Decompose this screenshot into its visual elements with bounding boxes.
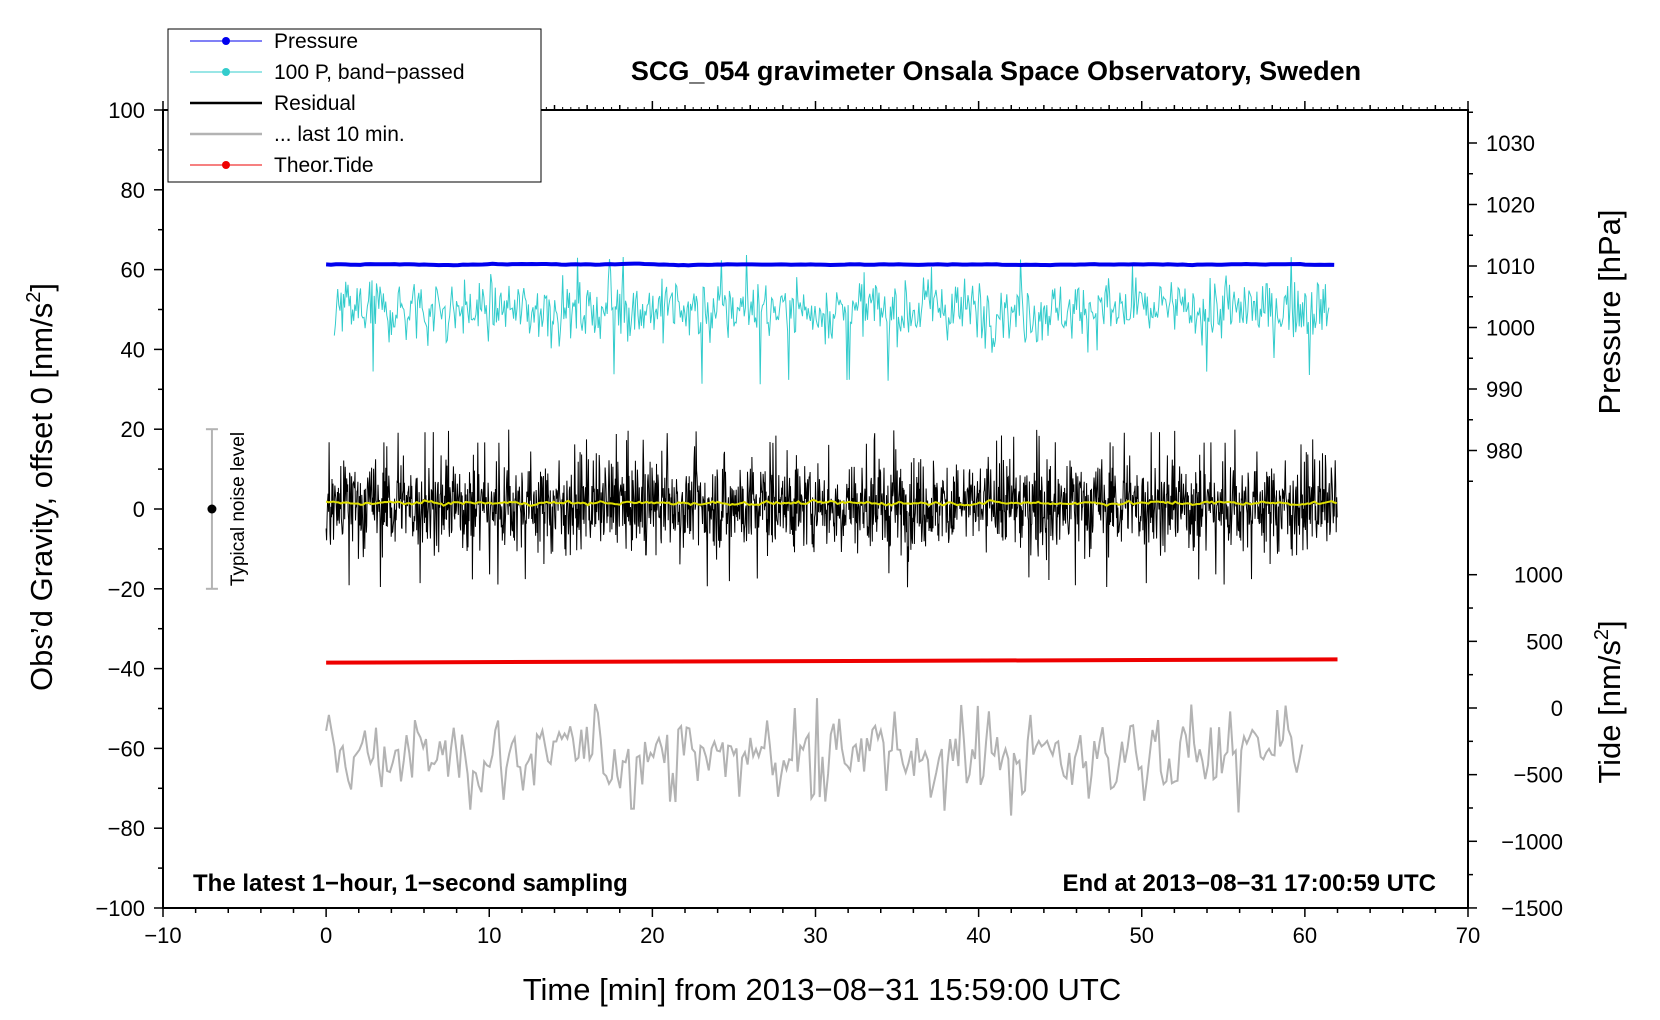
x-axis-title: Time [min] from 2013−08−31 15:59:00 UTC xyxy=(523,972,1122,1007)
tide-tick-label: 0 xyxy=(1551,696,1563,721)
ticks-layer: −10 0 10 20 30 40 50 60 70−100−80−60−40−20020406… xyxy=(95,98,1563,948)
pressure-tick-label: 1020 xyxy=(1486,193,1535,218)
y-tick-label-left: 40 xyxy=(121,337,145,362)
y-tick-label-left: 100 xyxy=(108,98,145,123)
y-axis-title-pressure: Pressure [hPa] xyxy=(1592,209,1627,414)
sampling-note: The latest 1−hour, 1−second sampling xyxy=(193,870,628,897)
legend-label: Residual xyxy=(274,92,356,115)
chart-title: SCG_054 gravimeter Onsala Space Observat… xyxy=(631,56,1361,86)
y-tick-label-left: −20 xyxy=(108,577,145,602)
legend-label: Pressure xyxy=(274,30,358,53)
y-tick-label-left: −80 xyxy=(108,816,145,841)
y-tick-label-left: −60 xyxy=(108,736,145,761)
legend: Pressure 100 P, band−passed Residual ... la… xyxy=(167,28,542,183)
y-tick-label-left: −100 xyxy=(95,896,145,921)
legend-box xyxy=(167,28,542,183)
x-tick-label: 0 xyxy=(320,923,332,948)
tide-tick-label: −1000 xyxy=(1501,829,1563,854)
series-pressure xyxy=(325,261,1335,268)
series-theor-tide xyxy=(326,657,1338,665)
noise-level-indicator: Typical noise level xyxy=(205,428,249,590)
series-layer xyxy=(325,254,1338,816)
y-axis-title-left-sup: 2 xyxy=(23,292,45,303)
pressure-tick-label: 1030 xyxy=(1486,131,1535,156)
noise-level-label: Typical noise level xyxy=(228,432,249,586)
series-residual xyxy=(325,429,1338,588)
noise-center-dot xyxy=(207,504,217,514)
pressure-tick-label: 1000 xyxy=(1486,316,1535,341)
legend-label: ... last 10 min. xyxy=(274,123,405,146)
series-smoothed-residual xyxy=(325,498,1337,507)
y-tick-label-left: 80 xyxy=(121,178,145,203)
x-tick-label: −10 xyxy=(144,923,181,948)
y-axis-title-tide-end: ] xyxy=(1592,620,1627,629)
tide-tick-label: 1000 xyxy=(1514,563,1563,588)
y-axis-title-left: Obs’d Gravity, offset 0 [nm/s2] xyxy=(23,283,59,691)
y-tick-label-left: −40 xyxy=(108,657,145,682)
y-axis-title-tide-main: Tide [nm/s xyxy=(1592,640,1627,784)
tide-tick-label: −500 xyxy=(1513,763,1563,788)
end-time-note: End at 2013−08−31 17:00:59 UTC xyxy=(1062,870,1436,897)
pressure-tick-label: 990 xyxy=(1486,377,1523,402)
y-tick-label-left: 0 xyxy=(133,497,145,522)
y-tick-label-left: 60 xyxy=(121,258,145,283)
legend-marker xyxy=(222,161,230,169)
x-tick-label: 30 xyxy=(803,923,827,948)
x-tick-label: 70 xyxy=(1456,923,1480,948)
x-tick-label: 50 xyxy=(1130,923,1154,948)
y-axis-title-tide-sup: 2 xyxy=(1591,629,1613,640)
legend-marker xyxy=(222,68,230,76)
series-last-10-min xyxy=(325,698,1304,816)
legend-label: 100 P, band−passed xyxy=(274,61,465,84)
series-100p-band-passed xyxy=(333,254,1330,385)
x-tick-label: 10 xyxy=(477,923,501,948)
x-tick-label: 20 xyxy=(640,923,664,948)
pressure-tick-label: 980 xyxy=(1486,439,1523,464)
y-axis-title-left-main: Obs’d Gravity, offset 0 [nm/s xyxy=(24,303,59,691)
legend-label: Theor.Tide xyxy=(274,154,374,177)
x-tick-label: 60 xyxy=(1293,923,1317,948)
tide-tick-label: −1500 xyxy=(1501,896,1563,921)
pressure-tick-label: 1010 xyxy=(1486,254,1535,279)
y-tick-label-left: 20 xyxy=(121,417,145,442)
x-tick-label: 40 xyxy=(966,923,990,948)
legend-marker xyxy=(222,37,230,45)
y-axis-title-left-end: ] xyxy=(24,283,59,292)
y-axis-title-tide: Tide [nm/s2] xyxy=(1591,620,1627,783)
tide-tick-label: 500 xyxy=(1526,629,1563,654)
